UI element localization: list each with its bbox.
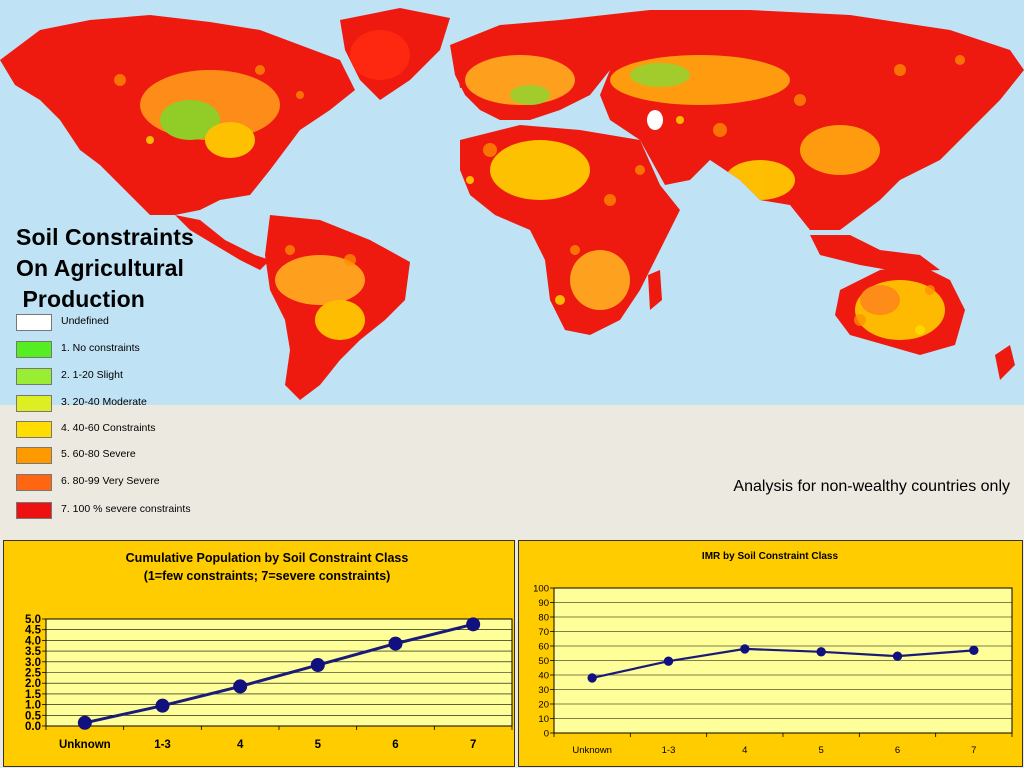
y-tick-label: 5.0 [25,614,41,626]
y-tick-label: 3.5 [25,646,42,658]
legend-item-100-severe: 7. 100 % severe constraints [16,502,276,521]
legend-item-moderate: 3. 20-40 Moderate [16,395,276,414]
data-point [892,651,903,661]
x-tick-label: 7 [971,745,976,756]
legend-label: 6. 80-99 Very Severe [61,475,160,487]
legend-swatch [16,314,52,331]
legend-item-very-severe: 6. 80-99 Very Severe [16,474,276,493]
y-tick-label: 4.5 [25,625,42,637]
analysis-note: Analysis for non-wealthy countries only [733,478,1010,495]
map-title-line-1: Soil Constraints [16,224,194,250]
data-point [466,617,481,632]
x-tick-label: 4 [237,739,244,751]
y-tick-label: 60 [538,641,549,652]
series-line [84,622,474,725]
y-tick-label: 0 [544,728,549,739]
data-point [310,658,325,673]
chart-panel-imr: IMR by Soil Constraint Class 0 10 20 30 40 50 6… [518,540,1023,767]
chart-title: IMR by Soil Constraint Class [702,551,839,562]
y-tick-label: 50 [538,656,549,667]
legend-label: 7. 100 % severe constraints [61,503,191,515]
y-tick-label: 3.0 [25,657,41,669]
y-tick-label: 10 [538,714,549,725]
legend-item-slight: 2. 1-20 Slight [16,368,276,387]
y-tick-label: 100 [533,583,549,594]
world-map-svg [0,0,1024,405]
legend-item-severe: 5. 60-80 Severe [16,447,276,466]
legend-swatch [16,341,52,358]
cumulative-population-chart: Cumulative Population by Soil Constraint… [25,551,513,751]
legend-label: 5. 60-80 Severe [61,448,136,460]
map-title: Soil Constraints On Agricultural Product… [16,222,246,315]
y-tick-label: 1.5 [25,689,42,701]
legend-label: 4. 40-60 Constraints [61,422,156,434]
y-tick-label: 70 [538,627,549,638]
y-tick-label: 0.0 [25,721,41,733]
x-tick-label: 5 [819,745,824,756]
x-tick-label: Unknown [572,745,612,756]
data-point [388,636,403,651]
chart-panel-cumulative-population: Cumulative Population by Soil Constraint… [3,540,515,767]
data-point [233,679,248,694]
data-point [587,673,597,683]
map-title-line-3: Production [16,286,145,312]
legend-swatch [16,421,52,438]
y-tick-label: 30 [538,685,549,696]
legend-item-constraints: 4. 40-60 Constraints [16,421,276,440]
data-point [740,644,750,654]
legend-label: Undefined [61,315,109,327]
legend-swatch [16,447,52,464]
x-tick-label: Unknown [59,739,111,751]
legend-item-undefined: Undefined [16,314,276,333]
x-tick-label: 7 [470,739,476,751]
legend-swatch [16,502,52,519]
x-tick-label: 5 [315,739,322,751]
x-tick-label: 1-3 [154,739,171,751]
map-title-line-2: On Agricultural [16,255,185,281]
x-tick-label: 1-3 [662,745,676,756]
legend-label: 3. 20-40 Moderate [61,396,147,408]
legend-label: 2. 1-20 Slight [61,369,123,381]
y-tick-label: 80 [538,612,549,623]
y-tick-label: 40 [538,670,549,681]
data-point [816,647,826,657]
chart-subtitle: (1=few constraints; 7=severe constraints… [144,569,391,583]
chart-title: Cumulative Population by Soil Constraint… [126,551,409,565]
y-tick-label: 0.5 [25,710,42,722]
x-tick-label: 6 [392,739,398,751]
legend-swatch [16,395,52,412]
data-point [77,715,92,730]
imr-chart: IMR by Soil Constraint Class 0 10 20 30 40 50 6… [533,551,1013,756]
y-tick-label: 20 [538,699,549,710]
series-line [591,647,974,679]
legend-label: 1. No constraints [61,342,140,354]
y-tick-label: 2.5 [25,668,42,680]
legend-swatch [16,474,52,491]
y-tick-label: 2.0 [25,678,41,690]
y-tick-label: 1.0 [25,700,41,712]
data-point [663,656,674,666]
x-tick-label: 4 [742,745,747,756]
y-tick-label: 4.0 [25,635,41,647]
legend-item-no-constraints: 1. No constraints [16,341,276,360]
world-soil-map [0,0,1024,405]
legend-swatch [16,368,52,385]
y-tick-label: 90 [538,598,549,609]
data-point [969,645,979,656]
x-tick-label: 6 [895,745,900,756]
data-point [155,698,170,713]
